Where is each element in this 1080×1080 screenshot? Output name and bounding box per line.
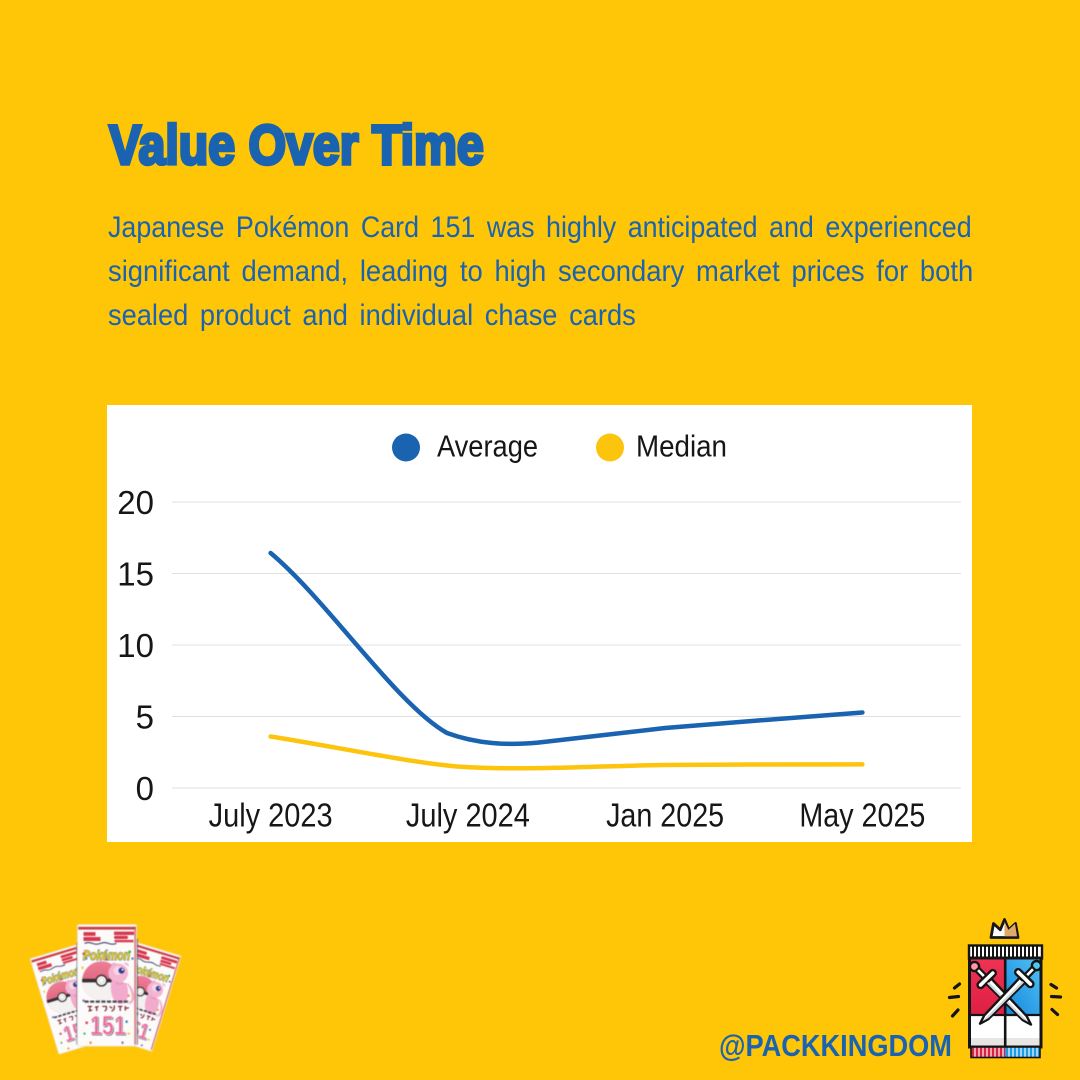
svg-text:July 2024: July 2024 <box>406 797 530 834</box>
svg-text:15: 15 <box>117 556 154 593</box>
svg-text:10: 10 <box>117 627 154 664</box>
svg-text:5: 5 <box>136 699 154 736</box>
svg-text:July 2023: July 2023 <box>209 797 333 834</box>
svg-text:20: 20 <box>117 484 154 521</box>
svg-text:May 2025: May 2025 <box>799 797 925 834</box>
svg-text:0: 0 <box>136 770 154 807</box>
svg-text:Jan 2025: Jan 2025 <box>606 797 724 834</box>
svg-text:Average: Average <box>437 429 538 464</box>
svg-text:Median: Median <box>636 429 727 464</box>
